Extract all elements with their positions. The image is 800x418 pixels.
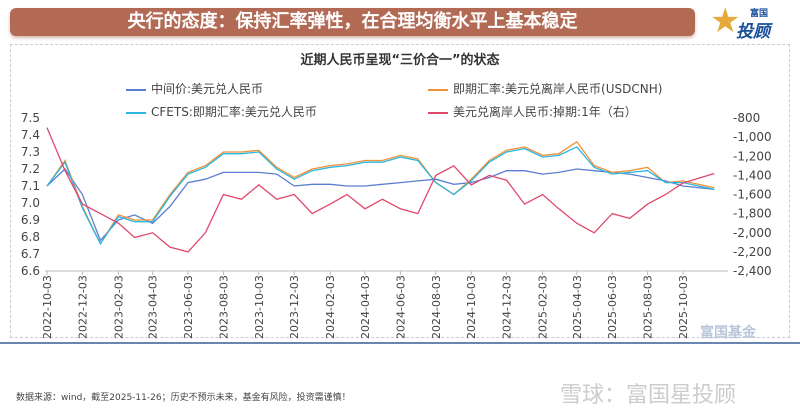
x-tick-label: 2024-10-03 xyxy=(465,275,478,339)
legend-item-central-parity: 中间价:美元兑人民币 xyxy=(126,80,263,97)
legend-label: 即期汇率:美元兑离岸人民币(USDCNH) xyxy=(453,82,663,96)
y-right-tick-label: -800 xyxy=(733,111,760,125)
y-left-tick-label: 7.1 xyxy=(21,179,40,193)
y-left-tick-label: 6.9 xyxy=(21,213,40,227)
chart-title: 近期人民币呈现“三价合一”的状态 xyxy=(300,53,500,68)
logo-text-main: 投顾 xyxy=(736,22,770,42)
series-line-2 xyxy=(46,146,715,246)
x-tick-label: 2024-08-03 xyxy=(430,275,443,339)
legend-item-cfets: CFETS:即期汇率:美元兑人民币 xyxy=(126,103,317,120)
y-left-tick-label: 7.0 xyxy=(21,196,40,210)
y-right-tick-label: -1,000 xyxy=(733,130,772,144)
y-right-tick-label: -2,200 xyxy=(733,245,772,259)
header-banner: 央行的态度：保持汇率弹性，在合理均衡水平上基本稳定 xyxy=(10,8,695,36)
x-tick-label: 2023-10-03 xyxy=(253,275,266,339)
series-line-0 xyxy=(46,168,715,242)
x-tick-label: 2022-10-03 xyxy=(41,275,54,339)
y-left-tick-label: 6.8 xyxy=(21,230,40,244)
legend-label: 美元兑离岸人民币:掉期:1年（右） xyxy=(453,105,637,119)
y-left-tick-label: 7.5 xyxy=(21,111,40,125)
y-right-tick-label: -1,600 xyxy=(733,188,772,202)
x-tick-label: 2023-06-03 xyxy=(182,275,195,339)
legend-item-swap: 美元兑离岸人民币:掉期:1年（右） xyxy=(428,103,637,120)
chart-panel: 近期人民币呈现“三价合一”的状态 中间价:美元兑人民币 即期汇率:美元兑离岸人民… xyxy=(10,44,790,338)
x-tick-label: 2025-10-03 xyxy=(677,275,690,339)
x-tick-label: 2023-04-03 xyxy=(147,275,160,339)
x-tick-label: 2023-08-03 xyxy=(217,275,230,339)
y-left-tick-label: 7.3 xyxy=(21,145,40,159)
series-line-3 xyxy=(46,127,715,253)
footer-source: 数据来源：wind，截至2025-11-26；历史不预示未来，基金有风险，投资需… xyxy=(16,393,351,403)
x-tick-label: 2024-06-03 xyxy=(394,275,407,339)
x-tick-label: 2022-12-03 xyxy=(76,275,89,339)
y-left-tick-label: 6.7 xyxy=(21,247,40,261)
brand-logo: ★ 富国投顾 xyxy=(708,1,794,42)
x-tick-label: 2025-02-03 xyxy=(537,275,550,339)
x-tick-label: 2024-02-03 xyxy=(324,275,337,339)
legend-label: CFETS:即期汇率:美元兑人民币 xyxy=(151,105,317,119)
logo-text-top: 富国 xyxy=(750,9,769,19)
y-left-tick-label: 7.4 xyxy=(21,128,40,142)
y-left-tick-label: 6.6 xyxy=(21,264,40,278)
x-tick-label: 2025-04-03 xyxy=(571,275,584,339)
y-right-tick-label: -1,200 xyxy=(733,149,772,163)
x-tick-label: 2023-12-03 xyxy=(288,275,301,339)
y-right-tick-label: -1,400 xyxy=(733,168,772,182)
y-right-tick-label: -1,800 xyxy=(733,207,772,221)
watermark: 雪球：富国星投顾 xyxy=(560,383,737,408)
x-tick-label: 2025-06-03 xyxy=(606,275,619,339)
legend-item-usdcnh: 即期汇率:美元兑离岸人民币(USDCNH) xyxy=(428,80,662,97)
star-icon: ★ xyxy=(710,1,741,41)
y-right-tick-label: -2,400 xyxy=(733,264,772,278)
series-line-1 xyxy=(46,140,715,246)
x-tick-label: 2024-04-03 xyxy=(359,275,372,339)
legend-label: 中间价:美元兑人民币 xyxy=(151,82,264,96)
y-left-tick-label: 7.2 xyxy=(21,162,40,176)
x-tick-label: 2023-02-03 xyxy=(112,275,125,339)
footer-divider xyxy=(0,342,800,344)
watermark-brand: 富国基金 xyxy=(700,325,756,341)
x-tick-label: 2024-12-03 xyxy=(501,275,514,339)
x-tick-label: 2025-08-03 xyxy=(642,275,655,339)
y-right-tick-label: -2,000 xyxy=(733,226,772,240)
